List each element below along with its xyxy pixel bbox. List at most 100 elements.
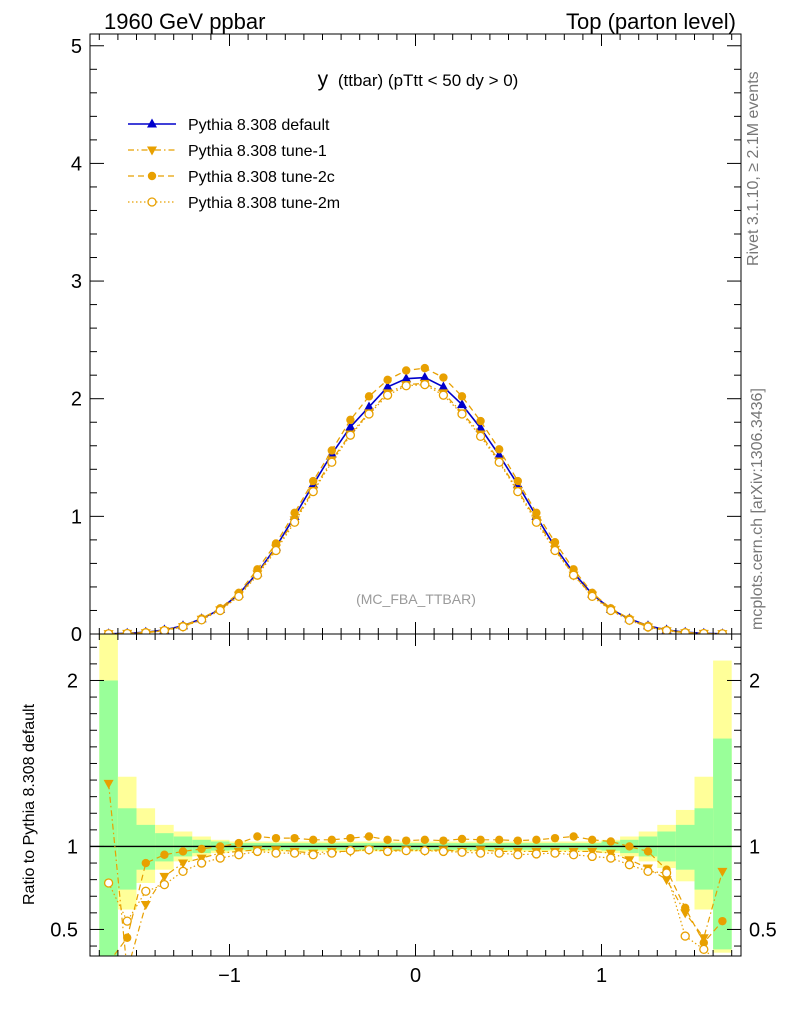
data-point-triangle-up	[382, 381, 393, 391]
x-tick-label: −1	[218, 965, 241, 987]
main-plot-title: y (ttbar) (pTtt < 50 dy > 0)	[318, 68, 519, 91]
data-point-open-circle	[606, 605, 616, 616]
x-tick-label: 0	[410, 965, 421, 987]
data-point-circle	[513, 836, 522, 845]
data-point-triangle-up	[345, 421, 356, 431]
series-line	[108, 382, 723, 634]
data-point-open-circle	[345, 430, 356, 440]
data-point-circle	[569, 832, 578, 841]
data-point-circle	[402, 836, 411, 845]
data-point-triangle-up	[494, 449, 505, 459]
data-point-open-circle	[364, 409, 374, 419]
data-point-open-circle	[178, 622, 188, 632]
data-point-open-circle	[494, 848, 504, 858]
legend-label: Pythia 8.308 tune-2c	[188, 169, 335, 186]
main-y-tick-label: 3	[71, 271, 82, 293]
data-point-triangle-up	[419, 372, 430, 382]
data-point-open-circle	[234, 850, 244, 860]
data-point-open-circle	[531, 849, 542, 859]
data-point-circle	[532, 835, 541, 845]
ratio-series-line	[108, 849, 713, 956]
data-point-open-circle	[718, 962, 726, 970]
data-point-circle	[309, 476, 318, 486]
data-point-triangle-up	[457, 399, 467, 409]
data-point-open-circle	[308, 486, 318, 497]
uncertainty-band-inner	[713, 738, 732, 950]
analysis-watermark: (MC_FBA_TTBAR)	[356, 591, 476, 607]
data-point-open-circle	[624, 860, 635, 870]
data-point-open-circle	[327, 457, 337, 467]
data-point-circle	[234, 838, 243, 848]
data-point-open-circle	[568, 570, 579, 580]
ratio-plot-frame	[89, 633, 742, 957]
main-y-tick-label: 0	[71, 624, 82, 646]
data-point-open-circle	[550, 848, 560, 858]
data-point-circle	[420, 363, 429, 373]
data-point-open-circle	[289, 848, 300, 858]
data-point-triangle-down	[122, 967, 132, 976]
data-point-circle	[550, 538, 560, 547]
data-point-open-circle	[345, 845, 356, 856]
data-point-open-circle	[215, 605, 225, 616]
data-point-open-circle	[271, 848, 281, 858]
legend-label: Pythia 8.308 tune-1	[188, 143, 327, 160]
data-point-open-circle	[661, 625, 672, 634]
uncertainty-band-inner	[136, 824, 156, 870]
data-point-open-circle	[699, 944, 709, 955]
data-point-open-circle	[587, 851, 597, 862]
data-point-circle	[123, 933, 132, 942]
title-rest: (ttbar) (pTtt < 50 dy > 0)	[338, 71, 518, 90]
data-point-open-circle	[643, 866, 653, 877]
data-point-open-circle	[643, 622, 653, 632]
data-point-circle	[681, 903, 690, 913]
data-point-open-circle	[196, 615, 207, 625]
data-point-circle	[346, 833, 355, 843]
data-point-open-circle	[147, 197, 157, 207]
data-point-open-circle	[103, 878, 114, 888]
data-point-circle	[346, 415, 355, 425]
data-point-open-circle	[680, 931, 690, 941]
data-point-open-circle	[234, 591, 244, 602]
ratio-y-tick-label-right: 1	[749, 836, 760, 858]
data-point-circle	[718, 916, 727, 926]
data-point-open-circle	[141, 886, 151, 896]
data-point-open-circle	[401, 845, 411, 856]
ratio-series-line	[112, 835, 723, 956]
data-point-open-circle	[252, 570, 263, 580]
main-y-tick-label: 5	[71, 36, 82, 58]
data-point-open-circle	[401, 381, 411, 391]
data-point-triangle-down	[147, 146, 157, 156]
data-point-open-circle	[252, 846, 263, 857]
ratio-y-tick-label-left: 1	[67, 836, 78, 858]
data-point-triangle-down	[159, 872, 170, 882]
data-point-open-circle	[513, 850, 523, 860]
data-point-circle	[309, 835, 318, 845]
data-point-open-circle	[457, 847, 467, 857]
data-point-circle	[197, 844, 206, 854]
uncertainty-band-inner	[117, 808, 137, 890]
data-point-open-circle	[215, 853, 225, 863]
data-point-open-circle	[475, 848, 486, 858]
data-point-triangle-up	[147, 118, 157, 128]
data-point-circle	[383, 835, 392, 845]
data-point-circle	[476, 416, 485, 426]
data-point-circle	[253, 832, 262, 841]
data-point-open-circle	[271, 545, 281, 556]
uncertainty-band-inner	[99, 680, 118, 956]
data-point-circle	[606, 837, 615, 846]
data-point-circle	[364, 392, 374, 401]
header-left: 1960 GeV ppbar	[104, 9, 266, 34]
ratio-y-axis-label: Ratio to Pythia 8.308 default	[21, 703, 38, 905]
data-point-circle	[588, 835, 597, 845]
uncertainty-band-inner	[694, 808, 714, 890]
data-point-triangle-down	[178, 859, 188, 869]
ratio-y-tick-label-right: 2	[749, 670, 760, 692]
data-point-triangle-down	[717, 867, 728, 877]
header-right: Top (parton level)	[566, 9, 736, 34]
data-point-circle	[216, 842, 225, 851]
data-point-open-circle	[680, 628, 690, 634]
data-point-triangle-down	[661, 876, 672, 886]
data-point-circle	[513, 476, 522, 486]
data-point-open-circle	[438, 846, 449, 857]
data-point-triangle-up	[401, 373, 412, 383]
